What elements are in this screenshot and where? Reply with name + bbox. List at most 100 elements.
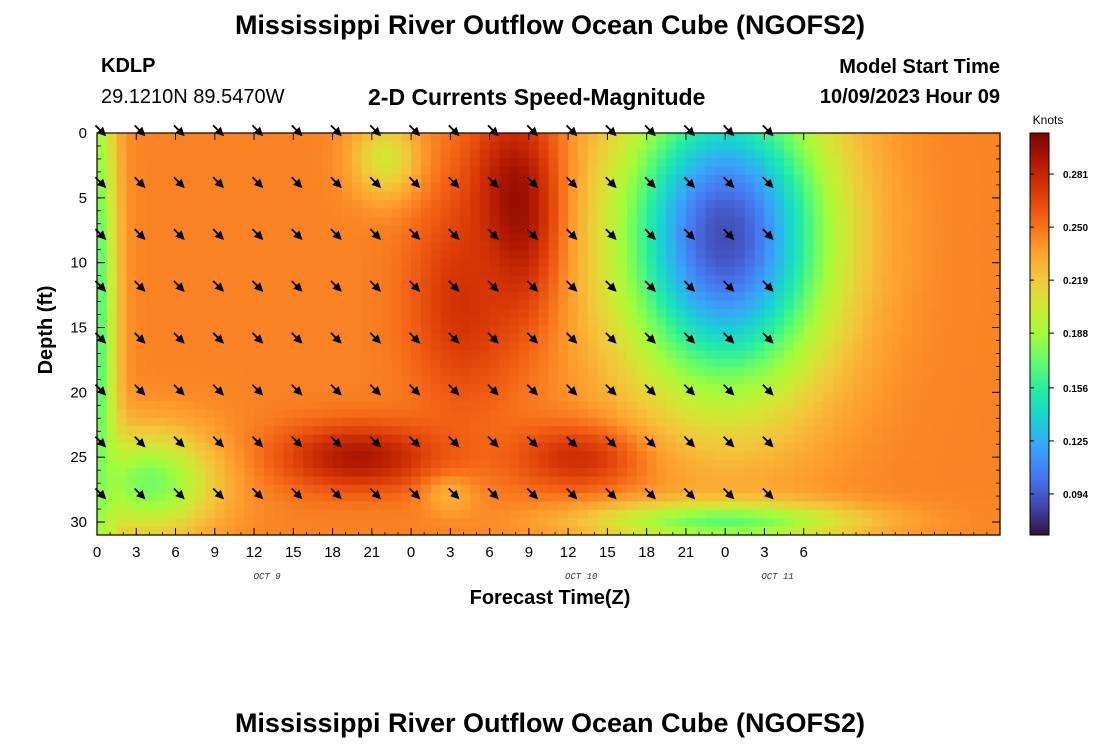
heatmap-cell	[695, 493, 707, 503]
heatmap-cell	[784, 133, 795, 142]
heatmap-cell	[499, 442, 510, 452]
heatmap-cell	[469, 133, 481, 142]
heatmap-cell	[528, 292, 540, 302]
heatmap-cell	[695, 241, 707, 251]
current-arrow	[212, 435, 225, 448]
heatmap-cell	[666, 384, 677, 394]
heatmap-cell	[950, 484, 962, 494]
y-tick-label: 15	[70, 320, 87, 337]
heatmap-cell	[509, 233, 520, 243]
heatmap-cell	[636, 350, 648, 360]
heatmap-cell	[715, 484, 726, 494]
heatmap-cell	[558, 493, 569, 503]
heatmap-cell	[273, 149, 285, 159]
heatmap-cell	[146, 451, 157, 461]
heatmap-cell	[195, 509, 206, 519]
heatmap-cell	[617, 300, 628, 310]
heatmap-cell	[862, 375, 874, 385]
x-tick-label: 3	[760, 544, 768, 561]
heatmap-cell	[528, 166, 540, 176]
heatmap-cell	[774, 401, 785, 410]
heatmap-cell	[519, 275, 530, 285]
heatmap-cell	[224, 225, 236, 235]
heatmap-cell	[381, 367, 393, 377]
heatmap-cell	[450, 367, 461, 377]
heatmap-cell	[705, 493, 716, 503]
heatmap-cell	[273, 317, 285, 327]
heatmap-cell	[548, 208, 559, 218]
heatmap-cell	[332, 518, 343, 528]
heatmap-cell	[901, 359, 913, 369]
heatmap-cell	[322, 334, 334, 343]
heatmap-cell	[116, 267, 128, 276]
heatmap-cell	[862, 216, 874, 226]
current-arrow	[722, 435, 735, 448]
heatmap-cell	[744, 493, 756, 503]
heatmap-cell	[430, 484, 442, 494]
heatmap-cell	[312, 468, 324, 477]
heatmap-cell	[685, 526, 697, 536]
heatmap-cell	[303, 384, 314, 394]
heatmap-cell	[597, 359, 608, 369]
x-tick-label: 0	[407, 544, 415, 561]
heatmap-cell	[715, 426, 726, 436]
heatmap-cell	[528, 317, 540, 327]
heatmap-cell	[352, 317, 363, 327]
heatmap-cell	[548, 149, 559, 159]
heatmap-cell	[371, 308, 383, 318]
heatmap-cell	[254, 292, 265, 302]
heatmap-cell	[627, 375, 638, 385]
heatmap-cell	[116, 392, 128, 402]
heatmap-cell	[627, 518, 638, 528]
heatmap-cell	[558, 468, 569, 477]
heatmap-cell	[204, 501, 216, 511]
heatmap-cell	[636, 384, 648, 394]
heatmap-cell	[921, 267, 932, 276]
heatmap-cell	[558, 174, 569, 184]
heatmap-cell	[666, 141, 677, 151]
heatmap-cell	[558, 158, 569, 168]
heatmap-cell	[970, 434, 981, 444]
heatmap-cell	[695, 518, 707, 528]
heatmap-cell	[469, 308, 481, 318]
heatmap-cell	[126, 191, 137, 201]
heatmap-cell	[862, 158, 874, 168]
heatmap-cell	[263, 158, 275, 168]
heatmap-cell	[980, 275, 991, 285]
heatmap-cell	[440, 183, 451, 193]
heatmap-cell	[263, 308, 275, 318]
heatmap-cell	[499, 200, 510, 209]
heatmap-cell	[519, 468, 530, 477]
heatmap-cell	[636, 292, 648, 302]
heatmap-cell	[666, 409, 677, 419]
heatmap-cell	[332, 191, 343, 201]
heatmap-cell	[126, 484, 137, 494]
heatmap-cell	[715, 417, 726, 427]
heatmap-cell	[106, 459, 118, 469]
heatmap-cell	[440, 308, 451, 318]
heatmap-cell	[440, 459, 451, 469]
heatmap-cell	[450, 401, 461, 410]
heatmap-cell	[656, 300, 667, 310]
heatmap-cell	[676, 200, 687, 209]
heatmap-cell	[587, 267, 599, 276]
heatmap-cell	[450, 484, 461, 494]
heatmap-cell	[774, 191, 785, 201]
heatmap-cell	[204, 459, 216, 469]
heatmap-cell	[106, 158, 118, 168]
heatmap-cell	[175, 468, 186, 477]
heatmap-cell	[342, 526, 353, 536]
heatmap-cell	[244, 308, 255, 318]
heatmap-cell	[597, 233, 608, 243]
heatmap-cell	[185, 292, 196, 302]
heatmap-cell	[430, 200, 442, 209]
heatmap-cell	[666, 417, 677, 427]
heatmap-cell	[725, 417, 736, 427]
heatmap-cell	[381, 359, 393, 369]
heatmap-cell	[489, 459, 501, 469]
heatmap-cell	[627, 166, 638, 176]
heatmap-cell	[420, 300, 432, 310]
heatmap-cell	[754, 325, 766, 335]
current-arrow	[134, 176, 146, 189]
heatmap-cell	[214, 468, 226, 477]
